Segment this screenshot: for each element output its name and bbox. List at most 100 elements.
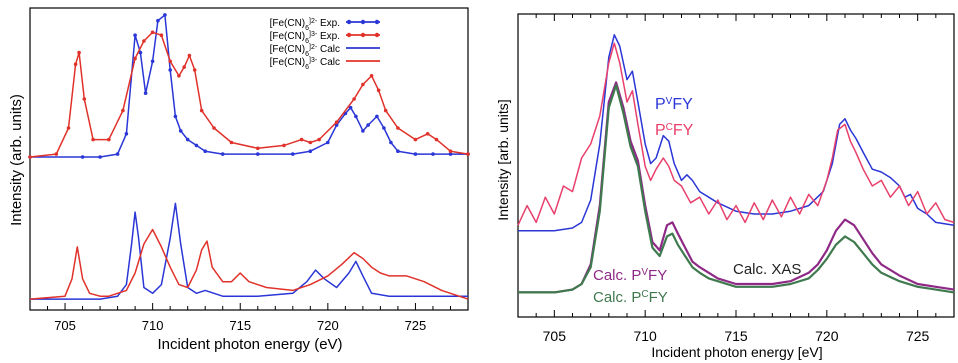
right-annotation-3: Calc. PCFY xyxy=(593,289,668,307)
right-y-axis-label: Intensity [arb. units] xyxy=(495,99,511,220)
left-legend-label-3: [Fe(CN)6]3- Calc xyxy=(270,57,340,71)
left-series-1-point xyxy=(434,137,439,142)
left-series-0-point xyxy=(150,59,155,64)
left-series-1-point xyxy=(448,149,453,153)
left-series-line-2 xyxy=(30,202,468,300)
left-x-axis-label: Incident photon energy (eV) xyxy=(157,336,342,353)
left-series-1-point xyxy=(192,68,197,72)
left-series-0-point xyxy=(194,143,199,148)
left-series-1-point xyxy=(159,33,164,37)
left-series-1-point xyxy=(28,155,32,159)
left-legend: [Fe(CN)6]2- Exp.[Fe(CN)6]3- Exp.[Fe(CN)6… xyxy=(270,18,380,71)
left-x-tick-label: 710 xyxy=(142,318,164,333)
left-series-1-point xyxy=(91,137,95,142)
right-x-tick-label: 705 xyxy=(543,328,567,344)
left-x-tick-label: 725 xyxy=(405,318,427,333)
left-series-1-point xyxy=(229,140,234,145)
left-series-1-point xyxy=(187,53,192,58)
left-series-1-point xyxy=(73,62,78,66)
left-legend-marker-1 xyxy=(346,32,352,38)
left-legend-label-0: [Fe(CN)6]2- Exp. xyxy=(270,18,340,32)
left-series-1-point xyxy=(142,39,146,43)
left-series-0-point xyxy=(143,91,148,95)
left-series-group xyxy=(28,13,470,300)
left-series-0-point xyxy=(138,50,143,55)
left-series-1-point xyxy=(168,59,172,64)
left-series-0-point xyxy=(431,152,435,156)
right-x-tick-label: 715 xyxy=(724,328,748,344)
left-series-1-point xyxy=(466,152,470,156)
left-series-0-point xyxy=(348,105,353,110)
left-series-1-point xyxy=(352,97,356,101)
left-series-1-point xyxy=(383,108,388,113)
right-x-ticks: 705 710 715 720 725 xyxy=(517,14,955,344)
left-series-1-point xyxy=(299,137,304,142)
left-series-0-point xyxy=(255,152,260,156)
left-series-1-point xyxy=(361,82,365,87)
left-series-1-point xyxy=(182,65,186,69)
left-legend-label-1: [Fe(CN)6]3- Exp. xyxy=(270,31,340,45)
left-series-0-point xyxy=(389,140,393,145)
left-series-0-point xyxy=(334,123,339,127)
right-x-axis-label: Incident photon energy [eV] xyxy=(651,344,822,360)
left-series-0-point xyxy=(413,152,418,156)
left-series-0-point xyxy=(80,155,85,159)
left-x-ticks: 705 710 715 720 725 xyxy=(29,303,469,333)
left-series-0-point xyxy=(308,149,313,153)
left-series-0-point xyxy=(133,33,137,37)
left-series-1-point xyxy=(150,30,155,35)
left-series-0-point xyxy=(396,149,400,153)
left-legend-marker-0 xyxy=(374,19,380,25)
right-x-tick-label: 720 xyxy=(815,328,839,344)
left-series-1-point xyxy=(66,126,71,130)
left-series-1-point xyxy=(77,50,81,55)
left-x-tick-label: 705 xyxy=(54,318,76,333)
left-series-0-point xyxy=(326,140,330,145)
left-series-0-point xyxy=(291,152,295,156)
left-series-0-point xyxy=(178,129,183,133)
left-legend-label-2: [Fe(CN)6]2- Calc xyxy=(270,44,340,58)
left-series-0-point xyxy=(220,152,225,156)
left-series-1-point xyxy=(413,137,418,142)
left-series-0-point xyxy=(163,13,167,17)
left-series-1-point xyxy=(376,88,381,93)
left-x-tick-label: 715 xyxy=(229,318,251,333)
left-series-1-point xyxy=(425,132,430,136)
left-series-0-point xyxy=(382,126,386,130)
right-series-line-1 xyxy=(517,42,955,226)
left-series-1-point xyxy=(317,137,321,142)
left-series-1-point xyxy=(308,140,313,145)
right-annotation-1: PCFY xyxy=(655,122,694,140)
left-series-line-0 xyxy=(30,14,468,158)
right-series-line-3 xyxy=(518,84,955,294)
right-annotations: PVFY PCFY Calc. PVFY Calc. PCFY Calc. XAS xyxy=(593,96,801,307)
left-series-0-point xyxy=(168,68,172,72)
left-legend-marker-1 xyxy=(360,32,366,38)
left-series-0-point xyxy=(354,114,358,119)
left-legend-marker-0 xyxy=(346,19,352,25)
left-series-1-point xyxy=(199,108,204,113)
left-series-0-point xyxy=(361,129,365,133)
left-series-0-point xyxy=(203,149,207,153)
left-series-1-point xyxy=(282,143,286,148)
left-series-0-point xyxy=(375,114,379,119)
right-annotation-2: Calc. PVFY xyxy=(593,267,667,285)
left-series-0-point xyxy=(124,132,129,136)
left-series-0-point xyxy=(98,155,102,159)
left-series-1-point xyxy=(121,108,125,113)
left-y-axis-label: Intensity (arb. units) xyxy=(8,94,25,226)
left-series-1-point xyxy=(369,74,374,78)
left-series-0-point xyxy=(366,123,370,127)
right-x-tick-label: 725 xyxy=(906,328,930,344)
right-annotation-4: Calc. XAS xyxy=(733,261,801,278)
left-series-line-1 xyxy=(29,31,469,158)
right-x-tick-label: 710 xyxy=(633,328,657,344)
left-series-0-point xyxy=(156,18,160,23)
left-series-1-point xyxy=(133,56,137,61)
left-series-0-point xyxy=(448,152,453,156)
left-x-tick-label: 720 xyxy=(317,318,339,333)
left-series-1-point xyxy=(334,120,339,124)
left-series-0-point xyxy=(115,152,120,156)
left-series-1-point xyxy=(212,126,216,130)
